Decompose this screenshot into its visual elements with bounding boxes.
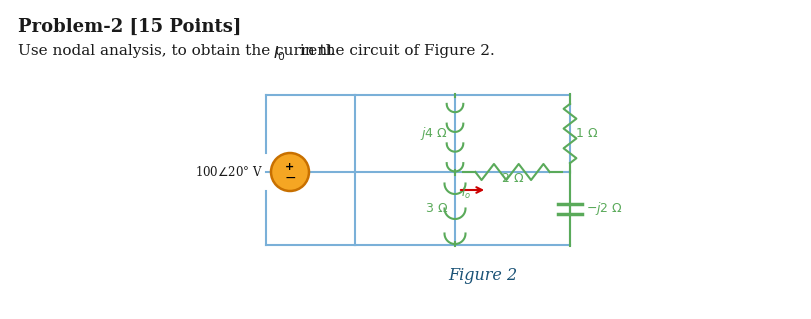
Text: $3\ \Omega$: $3\ \Omega$ (424, 202, 448, 215)
Text: in the circuit of Figure 2.: in the circuit of Figure 2. (295, 44, 495, 58)
Text: $j4\ \Omega$: $j4\ \Omega$ (419, 125, 448, 142)
Text: $I_o$: $I_o$ (461, 186, 470, 201)
Text: $-j2\ \Omega$: $-j2\ \Omega$ (586, 200, 622, 217)
Text: Use nodal analysis, to obtain the current: Use nodal analysis, to obtain the curren… (18, 44, 337, 58)
Text: +: + (285, 162, 294, 172)
Text: −: − (284, 171, 295, 185)
Text: 100$\angle$20° V: 100$\angle$20° V (195, 165, 263, 179)
Text: $I_0$: $I_0$ (273, 44, 285, 63)
Text: $1\ \Omega$: $1\ \Omega$ (574, 127, 598, 140)
Text: Figure 2: Figure 2 (448, 267, 517, 284)
Text: Problem-2 [15 Points]: Problem-2 [15 Points] (18, 18, 241, 36)
Circle shape (271, 153, 309, 191)
Text: $2\ \Omega$: $2\ \Omega$ (500, 172, 523, 185)
